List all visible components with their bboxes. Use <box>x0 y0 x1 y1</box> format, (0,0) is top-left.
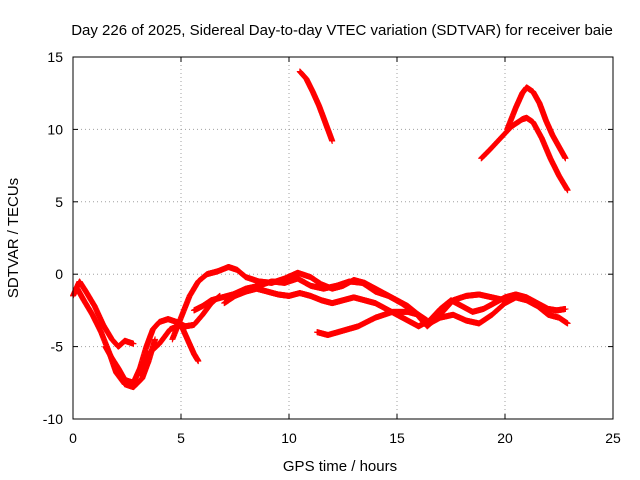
x-tick-label: 15 <box>389 430 405 446</box>
data-point <box>195 358 202 365</box>
x-tick-label: 20 <box>497 430 513 446</box>
plot-frame <box>72 56 614 420</box>
data-point <box>130 340 137 347</box>
y-axis-ticks: -10 -5 0 5 10 15 <box>43 49 613 427</box>
y-axis-label: SDTVAR / TECUs <box>5 178 22 298</box>
data-points <box>70 68 571 391</box>
x-tick-label: 10 <box>281 430 297 446</box>
y-tick-label: 15 <box>47 49 63 65</box>
y-tick-label: 0 <box>55 266 63 282</box>
y-tick-label: 5 <box>55 194 63 210</box>
y-tick-label: -5 <box>51 339 64 355</box>
x-tick-label: 5 <box>177 430 185 446</box>
y-tick-label: 10 <box>47 121 63 137</box>
series-arc-7 <box>221 285 569 330</box>
x-axis-label: GPS time / hours <box>283 458 397 475</box>
series-arc-8 <box>314 294 571 339</box>
x-tick-label: 0 <box>69 430 77 446</box>
data-point <box>152 336 159 343</box>
chart-grid <box>73 57 613 419</box>
series-arc-9 <box>296 68 336 144</box>
x-axis-ticks: 0 5 10 15 20 25 <box>69 57 621 446</box>
series-arc-10 <box>478 114 571 194</box>
chart-title: Day 226 of 2025, Sidereal Day-to-day VTE… <box>71 22 613 39</box>
series-arc-2 <box>74 285 159 391</box>
y-tick-label: -10 <box>43 411 63 427</box>
x-tick-label: 25 <box>605 430 621 446</box>
